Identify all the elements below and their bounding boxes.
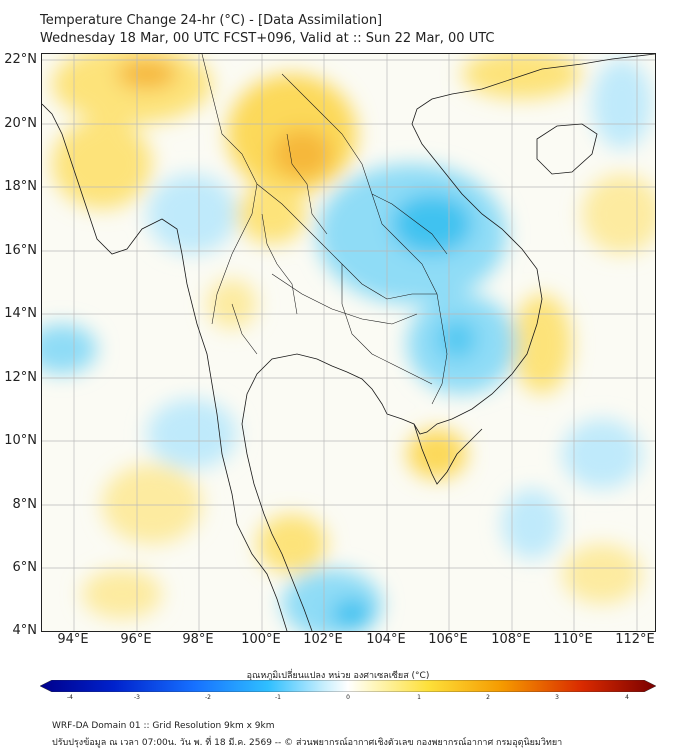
colorbar-tick-4: 4 bbox=[625, 694, 629, 701]
colorbar-title: อุณหภูมิเปลี่ยนแปลง หน่วย องศาเซลเซียส (… bbox=[246, 671, 430, 681]
colorbar-tick-2: 2 bbox=[486, 694, 490, 701]
lat-label-4n: 4°N bbox=[12, 623, 38, 638]
lat-label-8n: 8°N bbox=[12, 497, 38, 512]
lon-label-102e: 102°E bbox=[303, 632, 343, 647]
chart-title: Temperature Change 24-hr (°C) - [Data As… bbox=[40, 13, 383, 28]
country-borders bbox=[201, 54, 448, 405]
lat-label-6n: 6°N bbox=[12, 560, 38, 575]
graticule bbox=[42, 54, 655, 631]
coastlines bbox=[42, 54, 655, 631]
colorbar-tick-neg2: -2 bbox=[205, 694, 211, 701]
colorbar-tick-3: 3 bbox=[555, 694, 559, 701]
lon-label-112e: 112°E bbox=[615, 632, 655, 647]
lon-label-106e: 106°E bbox=[428, 632, 468, 647]
lat-label-20n: 20°N bbox=[4, 116, 37, 131]
colorbar-tick-1: 1 bbox=[417, 694, 421, 701]
chart-subtitle: Wednesday 18 Mar, 00 UTC FCST+096, Valid… bbox=[40, 31, 495, 46]
map-canvas bbox=[42, 54, 655, 631]
lon-label-100e: 100°E bbox=[241, 632, 281, 647]
lat-label-22n: 22°N bbox=[4, 52, 37, 67]
colorbar bbox=[40, 680, 656, 692]
lon-label-110e: 110°E bbox=[553, 632, 593, 647]
lat-label-14n: 14°N bbox=[4, 306, 37, 321]
lat-label-18n: 18°N bbox=[4, 179, 37, 194]
lat-label-10n: 10°N bbox=[4, 433, 37, 448]
lon-label-98e: 98°E bbox=[182, 632, 214, 647]
footer-credit: ปรับปรุงข้อมูล ณ เวลา 07:00น. วัน พ. ที่… bbox=[52, 738, 563, 748]
lon-label-104e: 104°E bbox=[366, 632, 406, 647]
footer-model-info: WRF-DA Domain 01 :: Grid Resolution 9km … bbox=[52, 721, 275, 731]
lon-label-108e: 108°E bbox=[491, 632, 531, 647]
colorbar-tick-0: 0 bbox=[346, 694, 350, 701]
lat-label-16n: 16°N bbox=[4, 243, 37, 258]
lon-label-96e: 96°E bbox=[120, 632, 152, 647]
colorbar-tick-neg3: -3 bbox=[134, 694, 140, 701]
colorbar-tick-neg1: -1 bbox=[275, 694, 281, 701]
colorbar-tick-neg4: -4 bbox=[67, 694, 73, 701]
temperature-change-map[interactable] bbox=[41, 53, 656, 632]
lon-label-94e: 94°E bbox=[57, 632, 89, 647]
lat-label-12n: 12°N bbox=[4, 370, 37, 385]
temperature-field bbox=[42, 54, 655, 631]
